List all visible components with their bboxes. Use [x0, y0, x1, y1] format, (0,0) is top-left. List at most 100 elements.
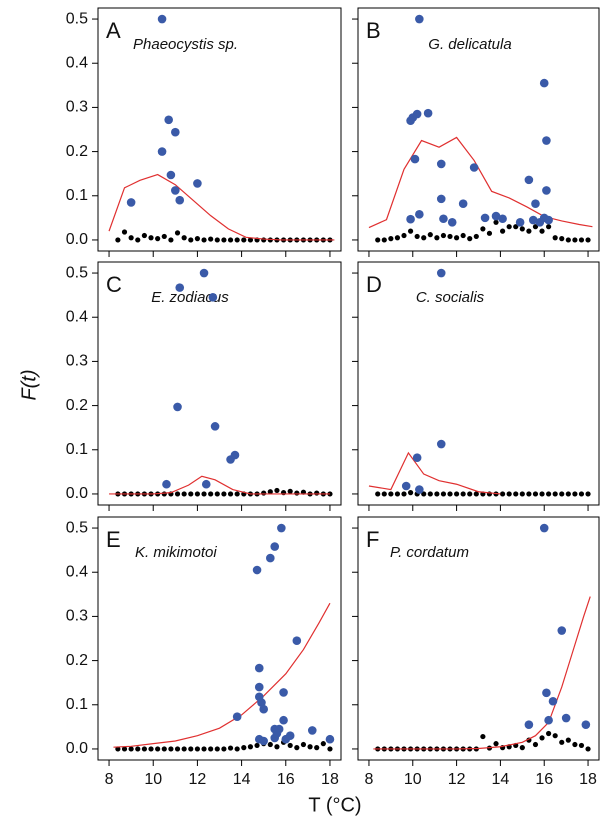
data-point [572, 741, 578, 748]
panel-letter: D [366, 272, 382, 297]
x-tick-label: 18 [321, 771, 339, 788]
panel-frame [357, 516, 600, 761]
data-point [436, 268, 446, 278]
data-point [307, 726, 317, 735]
data-point [135, 237, 141, 243]
data-point [287, 742, 293, 749]
data-point [173, 402, 182, 412]
data-point [210, 422, 220, 431]
data-point [486, 230, 493, 236]
data-point [261, 237, 267, 243]
data-point [440, 232, 447, 239]
data-point [548, 696, 558, 706]
data-point [460, 232, 466, 239]
x-axis-label: T (°C) [308, 794, 361, 816]
panel-letter: B [366, 18, 381, 43]
data-point [199, 268, 209, 278]
data-point [539, 523, 549, 533]
data-point [469, 163, 479, 172]
data-point [314, 490, 320, 496]
data-point [375, 237, 381, 243]
data-point [436, 194, 446, 204]
data-point [453, 235, 460, 241]
data-point [155, 746, 161, 752]
data-point [115, 237, 121, 243]
data-point [401, 491, 407, 497]
data-point [526, 228, 532, 234]
data-point [532, 491, 539, 497]
data-point [128, 746, 134, 752]
data-point [201, 746, 207, 752]
data-point [175, 195, 185, 205]
data-point [254, 682, 264, 692]
data-point [532, 741, 539, 748]
data-point [565, 491, 571, 497]
y-tick-label: 0.5 [66, 519, 88, 536]
data-point [148, 235, 154, 241]
data-point [406, 214, 415, 224]
data-point [148, 746, 154, 752]
data-point [458, 199, 468, 209]
y-tick-label: 0.1 [66, 187, 88, 204]
data-point [401, 232, 407, 239]
x-tick-label: 8 [105, 771, 114, 788]
y-tick-label: 0.4 [66, 54, 88, 71]
panel-frame [97, 7, 342, 252]
panel-title: P. cordatum [390, 544, 469, 561]
data-point [161, 746, 167, 752]
data-point [581, 720, 591, 729]
x-tick-label: 16 [277, 771, 295, 788]
data-point [121, 746, 128, 752]
data-point [157, 14, 167, 24]
y-tick-label: 0.2 [66, 397, 88, 414]
panel: D C. socialis [352, 261, 600, 511]
model-line [109, 475, 330, 495]
data-point [252, 565, 262, 575]
data-point [157, 147, 167, 156]
y-tick-label: 0.5 [66, 10, 88, 27]
data-point [561, 713, 571, 723]
data-point [460, 491, 466, 497]
data-point [166, 170, 176, 180]
data-point [578, 742, 585, 749]
data-point [247, 744, 254, 750]
data-point [285, 731, 295, 740]
data-point [287, 488, 293, 494]
data-point [473, 233, 479, 240]
data-point [388, 491, 394, 497]
data-point [427, 232, 433, 238]
x-tick-label: 14 [233, 771, 251, 788]
data-point [493, 219, 499, 225]
data-point [572, 237, 578, 243]
data-point [241, 745, 247, 751]
x-tick-label: 10 [144, 771, 162, 788]
data-point [208, 293, 218, 302]
data-point [141, 746, 147, 752]
x-tick-label: 18 [579, 771, 597, 788]
data-point [519, 491, 525, 497]
data-point [436, 159, 446, 169]
data-point [434, 491, 440, 497]
panel: 0.0 0.1 0.2 0.3 0.4 0.5 A Phaeocystis sp. [66, 7, 342, 257]
data-point [274, 744, 280, 750]
y-tick-label: 0.3 [66, 353, 88, 370]
data-point [440, 491, 447, 497]
data-point [415, 485, 424, 494]
data-point [259, 736, 268, 746]
data-point [559, 236, 565, 242]
data-point [254, 742, 260, 749]
panel-letter: F [366, 527, 379, 552]
data-point [473, 491, 479, 497]
data-point [181, 746, 187, 752]
data-point [423, 108, 433, 118]
data-point [155, 236, 161, 242]
data-point [381, 491, 387, 497]
data-point [585, 746, 591, 752]
data-point [171, 127, 180, 137]
panel: 0.0 0.1 0.2 0.3 0.4 0.5 C E. zodiacus [66, 261, 342, 511]
data-point [546, 730, 552, 737]
data-point [214, 237, 220, 243]
y-tick-label: 0.0 [66, 231, 88, 248]
data-point [572, 491, 578, 497]
